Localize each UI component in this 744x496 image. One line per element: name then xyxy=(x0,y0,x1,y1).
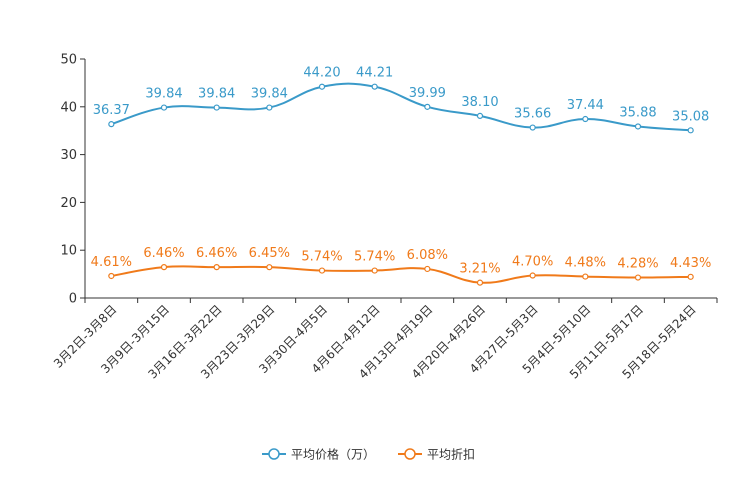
legend-item-avg-discount[interactable]: 平均折扣 xyxy=(398,447,475,462)
data-label: 39.84 xyxy=(145,87,182,102)
data-point[interactable] xyxy=(318,267,326,274)
data-point[interactable] xyxy=(582,115,589,123)
legend[interactable]: 平均价格（万） 平均折扣 xyxy=(262,447,475,462)
legend-marker-icon xyxy=(268,448,280,460)
data-label: 5.74% xyxy=(354,250,395,265)
data-label: 6.46% xyxy=(196,246,237,261)
data-label: 39.84 xyxy=(251,87,288,102)
data-point[interactable] xyxy=(266,264,273,271)
y-tick-label: 10 xyxy=(60,244,77,259)
data-label: 36.37 xyxy=(93,103,130,118)
y-tick-label: 40 xyxy=(60,100,77,115)
series-avg-price: 36.37 39.84 39.84 39.84 44.20 44.21 39.99 38.10… xyxy=(93,66,709,134)
y-tick-label: 30 xyxy=(60,148,77,163)
data-point[interactable] xyxy=(213,264,220,271)
data-label: 4.48% xyxy=(565,256,606,271)
data-point[interactable] xyxy=(213,104,220,111)
x-axis: 3月2日-3月8日3月9日-3月15日3月16日-3月22日3月23日-3月29… xyxy=(51,297,718,382)
data-point[interactable] xyxy=(634,274,642,281)
data-point[interactable] xyxy=(529,272,536,279)
data-point[interactable] xyxy=(424,265,431,273)
data-point[interactable] xyxy=(476,279,484,286)
y-tick-label: 20 xyxy=(60,196,77,211)
y-axis: 0 10 20 30 40 50 xyxy=(60,53,86,307)
series-avg-discount: 4.61% 6.46% 6.46% 6.45% 5.74% 5.74% 6.08% 3.21%… xyxy=(91,246,711,286)
data-point[interactable] xyxy=(160,264,168,271)
data-point[interactable] xyxy=(582,273,589,280)
data-point[interactable] xyxy=(634,123,642,130)
data-point[interactable] xyxy=(529,124,536,131)
data-label: 6.08% xyxy=(407,248,448,263)
data-label: 4.28% xyxy=(617,257,658,272)
data-point[interactable] xyxy=(687,127,694,134)
data-point[interactable] xyxy=(424,103,431,110)
data-label: 4.70% xyxy=(512,255,553,270)
data-label: 5.74% xyxy=(301,250,342,265)
legend-label: 平均折扣 xyxy=(427,447,475,462)
legend-item-avg-price[interactable]: 平均价格（万） xyxy=(262,447,375,462)
data-label: 3.21% xyxy=(459,262,500,277)
series-line xyxy=(111,265,691,284)
data-point[interactable] xyxy=(476,112,484,119)
data-point[interactable] xyxy=(160,104,168,111)
data-point[interactable] xyxy=(371,83,378,90)
data-point[interactable] xyxy=(108,121,115,128)
data-point[interactable] xyxy=(687,273,694,280)
y-tick-label: 50 xyxy=(60,53,77,68)
data-label: 6.46% xyxy=(143,246,184,261)
y-tick-label: 0 xyxy=(69,292,77,307)
series-line xyxy=(111,82,691,132)
data-label: 35.88 xyxy=(619,105,656,120)
data-label: 4.43% xyxy=(670,256,711,271)
data-point[interactable] xyxy=(318,83,326,90)
data-point[interactable] xyxy=(266,104,273,111)
data-label: 44.20 xyxy=(303,66,340,81)
data-label: 39.84 xyxy=(198,87,235,102)
legend-label: 平均价格（万） xyxy=(291,447,375,462)
series-group: 36.37 39.84 39.84 39.84 44.20 44.21 39.99 38.10… xyxy=(91,66,711,286)
data-label: 6.45% xyxy=(249,246,290,261)
data-point[interactable] xyxy=(108,272,115,280)
data-label: 35.08 xyxy=(672,109,709,124)
data-label: 39.99 xyxy=(409,86,446,101)
data-label: 35.66 xyxy=(514,107,551,122)
data-label: 37.44 xyxy=(567,98,604,113)
data-label: 44.21 xyxy=(356,66,393,81)
legend-marker-icon xyxy=(404,448,416,460)
data-point[interactable] xyxy=(371,267,378,274)
data-label: 4.61% xyxy=(91,255,132,270)
data-label: 38.10 xyxy=(461,95,498,110)
